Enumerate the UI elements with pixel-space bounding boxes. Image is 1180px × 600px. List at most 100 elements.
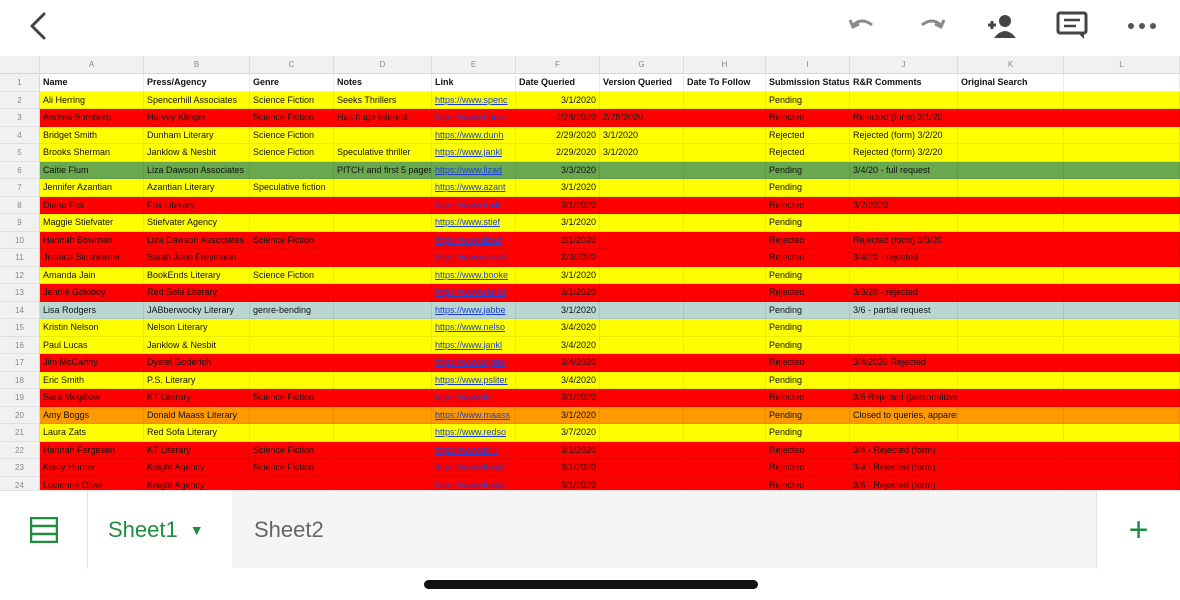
table-cell[interactable]: Hannah Fergesen — [40, 441, 144, 459]
column-header-f[interactable]: F — [516, 56, 600, 74]
row-number[interactable]: 4 — [0, 126, 40, 144]
table-cell[interactable] — [684, 319, 766, 337]
tab-sheet1[interactable]: Sheet1 ▼ — [88, 491, 232, 569]
add-sheet-button[interactable]: + — [1096, 491, 1180, 569]
table-cell[interactable]: 3/4/20 - full request — [850, 161, 958, 179]
table-cell[interactable]: https://www.redso — [432, 424, 516, 442]
table-cell[interactable]: https://www.jankl — [432, 336, 516, 354]
table-cell[interactable] — [684, 389, 766, 407]
table-cell[interactable]: https://www.foxli — [432, 196, 516, 214]
table-cell[interactable]: 3/7/2020 — [516, 424, 600, 442]
table-cell[interactable]: 3/4 - Rejected (form) — [850, 459, 958, 477]
table-cell[interactable]: Pending — [766, 319, 850, 337]
table-cell[interactable] — [600, 406, 684, 424]
row-number[interactable]: 5 — [0, 144, 40, 162]
table-cell[interactable]: Fox Literary — [144, 196, 250, 214]
tab-sheet2[interactable]: Sheet2 — [232, 491, 1096, 569]
table-cell[interactable] — [850, 336, 958, 354]
table-cell[interactable]: 2/29/2020 — [516, 126, 600, 144]
table-cell[interactable]: Andrea Somberg — [40, 109, 144, 127]
table-cell[interactable] — [1064, 354, 1180, 372]
column-title[interactable]: Link — [432, 74, 516, 92]
table-cell[interactable]: Science Fiction — [250, 389, 334, 407]
row-number[interactable]: 11 — [0, 249, 40, 267]
table-cell[interactable] — [334, 354, 432, 372]
table-cell[interactable]: 3/1/2020 — [516, 459, 600, 477]
table-cell[interactable]: 3/3/20 - rejected — [850, 284, 958, 302]
table-cell[interactable]: Speculative thriller — [334, 144, 432, 162]
table-cell[interactable]: 2/29/2020 — [516, 144, 600, 162]
column-title[interactable]: Original Search — [958, 74, 1064, 92]
table-cell[interactable]: Laura Zats — [40, 424, 144, 442]
chevron-down-icon[interactable]: ▼ — [189, 522, 204, 538]
row-number[interactable]: 21 — [0, 424, 40, 442]
table-cell[interactable] — [600, 179, 684, 197]
row-number[interactable]: 9 — [0, 214, 40, 232]
table-cell[interactable] — [958, 354, 1064, 372]
table-cell[interactable]: 3/4/2020 — [516, 371, 600, 389]
table-cell[interactable] — [1064, 476, 1180, 490]
table-cell[interactable] — [958, 231, 1064, 249]
table-cell[interactable]: Speculative fiction — [250, 179, 334, 197]
column-header-b[interactable]: B — [144, 56, 250, 74]
column-title[interactable]: Submission Status — [766, 74, 850, 92]
column-header-g[interactable]: G — [600, 56, 684, 74]
table-cell[interactable]: Pending — [766, 179, 850, 197]
table-cell[interactable]: 3/6 Rejected (personalized) — [850, 389, 958, 407]
table-cell[interactable] — [334, 249, 432, 267]
table-cell[interactable] — [850, 266, 958, 284]
table-cell[interactable] — [334, 126, 432, 144]
table-cell[interactable] — [1064, 231, 1180, 249]
column-header-e[interactable]: E — [432, 56, 516, 74]
row-number[interactable]: 14 — [0, 301, 40, 319]
table-cell[interactable] — [250, 424, 334, 442]
table-cell[interactable]: 3/6 - Rejected (form) — [850, 476, 958, 490]
table-cell[interactable] — [334, 406, 432, 424]
table-cell[interactable]: Knight Agency — [144, 476, 250, 490]
corner-cell[interactable] — [0, 56, 40, 74]
undo-icon[interactable] — [844, 8, 880, 44]
table-cell[interactable] — [684, 266, 766, 284]
table-cell[interactable] — [600, 196, 684, 214]
column-title[interactable]: Notes — [334, 74, 432, 92]
column-title[interactable]: Name — [40, 74, 144, 92]
table-cell[interactable]: Bridget Smith — [40, 126, 144, 144]
table-cell[interactable] — [600, 249, 684, 267]
table-cell[interactable]: 3/4/20 - rejected — [850, 249, 958, 267]
table-cell[interactable]: Sarah Jane Freymann — [144, 249, 250, 267]
table-cell[interactable] — [1064, 389, 1180, 407]
table-cell[interactable]: PITCH and first 5 pages — [334, 161, 432, 179]
table-cell[interactable]: Pending — [766, 91, 850, 109]
table-cell[interactable]: https://www.knigh — [432, 476, 516, 490]
column-title[interactable]: Press/Agency — [144, 74, 250, 92]
table-cell[interactable] — [684, 301, 766, 319]
table-cell[interactable]: 3/4/2020 — [516, 336, 600, 354]
table-cell[interactable]: Eric Smith — [40, 371, 144, 389]
back-chevron-icon[interactable] — [20, 8, 56, 44]
table-cell[interactable] — [250, 196, 334, 214]
table-cell[interactable] — [1064, 459, 1180, 477]
table-cell[interactable]: BookEnds Literary — [144, 266, 250, 284]
row-number[interactable]: 15 — [0, 319, 40, 337]
table-cell[interactable]: Rejected — [766, 126, 850, 144]
row-number[interactable]: 6 — [0, 161, 40, 179]
table-cell[interactable]: Diana Fox — [40, 196, 144, 214]
table-cell[interactable] — [1064, 284, 1180, 302]
table-cell[interactable] — [600, 91, 684, 109]
table-cell[interactable]: Rejected — [766, 459, 850, 477]
table-cell[interactable]: Harvey Klinger — [144, 109, 250, 127]
column-header-a[interactable]: A — [40, 56, 144, 74]
table-cell[interactable]: https://www.dunh — [432, 126, 516, 144]
table-cell[interactable]: Science Fiction — [250, 109, 334, 127]
table-cell[interactable]: https://www.maass — [432, 406, 516, 424]
table-cell[interactable]: Janklow & Nesbit — [144, 144, 250, 162]
table-cell[interactable] — [958, 459, 1064, 477]
table-cell[interactable]: Science Fiction — [250, 91, 334, 109]
row-number[interactable]: 13 — [0, 284, 40, 302]
table-cell[interactable]: Jessica Sinsheimer — [40, 249, 144, 267]
table-cell[interactable]: https://www.ktlit — [432, 389, 516, 407]
table-cell[interactable] — [958, 476, 1064, 490]
column-title[interactable]: Genre — [250, 74, 334, 92]
table-cell[interactable] — [850, 91, 958, 109]
table-cell[interactable]: Azantian Literary — [144, 179, 250, 197]
